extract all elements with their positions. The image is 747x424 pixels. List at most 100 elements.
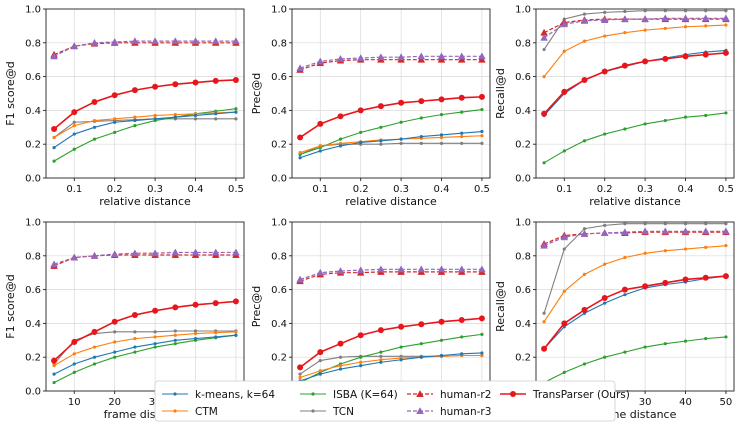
legend-swatch-marker <box>416 390 424 397</box>
data-point <box>193 329 198 333</box>
series-transparser <box>51 298 239 364</box>
series-line-human-r3 <box>53 40 236 57</box>
data-point <box>318 358 322 363</box>
data-point <box>702 51 709 58</box>
data-point <box>191 37 200 45</box>
data-point <box>113 330 117 334</box>
y-tick-label: 0.6 <box>515 72 531 83</box>
x-tick-label: 20 <box>108 397 121 408</box>
data-point <box>317 120 324 127</box>
data-point <box>379 142 383 146</box>
data-point <box>724 222 728 226</box>
data-point <box>681 14 690 22</box>
data-point <box>397 265 405 273</box>
y-tick-label: 0.8 <box>515 251 531 262</box>
y-tick-label: 1.0 <box>25 218 41 229</box>
data-point <box>172 304 179 311</box>
y-tick-label: 0.6 <box>271 72 287 83</box>
data-point <box>623 350 627 354</box>
data-point <box>580 229 589 237</box>
data-point <box>480 107 484 112</box>
series-ctm <box>542 244 728 324</box>
data-point <box>457 265 466 273</box>
data-point <box>171 248 180 256</box>
x-tick-label: 0.3 <box>393 184 409 195</box>
data-point <box>131 37 139 45</box>
data-point <box>722 49 729 56</box>
data-point <box>561 88 568 95</box>
data-point <box>581 76 588 83</box>
legend-entry-kmeans: k-means, k=64 <box>162 389 275 401</box>
data-point <box>480 141 484 145</box>
legend-frame <box>154 380 616 422</box>
data-point <box>399 141 403 145</box>
y-tick-label: 0.0 <box>515 174 531 185</box>
series-line-transparser <box>299 317 482 368</box>
data-point <box>621 15 629 23</box>
data-point <box>234 330 238 334</box>
data-point <box>193 113 198 118</box>
subplot-1: 0.0 0.2 0.4 0.6 0.8 1.0 0.1 0.2 0.3 0.4 0.5 relativ… <box>4 5 245 208</box>
data-point <box>298 375 302 380</box>
data-point <box>418 98 425 105</box>
data-point <box>480 353 484 358</box>
x-tick-label: 0.3 <box>147 184 163 195</box>
x-tick-label: 0.1 <box>66 184 82 195</box>
data-point <box>379 125 383 129</box>
data-point <box>113 340 117 344</box>
data-point <box>704 113 708 118</box>
y-axis-label: Prec@d <box>250 286 263 328</box>
data-point <box>152 307 159 314</box>
series-line-human-r3 <box>299 268 482 281</box>
data-point <box>542 320 546 324</box>
y-tick-label: 0.4 <box>25 106 41 117</box>
data-point <box>437 265 446 273</box>
data-point <box>214 117 218 121</box>
data-point <box>663 222 667 226</box>
series-line-kmeans <box>543 275 726 350</box>
data-point <box>234 117 238 121</box>
data-point <box>399 358 403 362</box>
series-transparser <box>297 315 485 371</box>
series-line-tcn <box>299 354 482 375</box>
x-tick-label: 40 <box>679 397 692 408</box>
data-point <box>722 14 730 22</box>
legend-swatch-marker <box>173 392 177 396</box>
y-axis-label: F1 score@d <box>4 61 17 125</box>
data-point <box>173 338 177 342</box>
data-point <box>133 124 137 128</box>
data-point <box>623 127 627 131</box>
data-point <box>643 251 647 255</box>
data-point <box>582 139 587 143</box>
data-point <box>439 338 444 342</box>
series-line-human-r3 <box>53 251 236 265</box>
series-line-isba <box>53 108 236 162</box>
y-tick-label: 0.4 <box>25 319 41 330</box>
data-point <box>91 328 98 335</box>
y-tick-label: 0.2 <box>25 353 41 364</box>
data-point <box>153 345 157 349</box>
series-tcn <box>542 222 728 315</box>
series-line-ctm <box>543 24 726 77</box>
data-point <box>601 295 608 302</box>
x-tick-label: 10 <box>68 397 81 408</box>
data-point <box>542 311 546 315</box>
data-point <box>457 55 466 63</box>
series-isba <box>542 335 728 385</box>
data-point <box>214 335 218 339</box>
data-point <box>662 55 669 62</box>
series-transparser <box>541 49 729 117</box>
series-human-r3 <box>540 14 730 41</box>
data-point <box>704 24 708 28</box>
data-point <box>683 25 688 29</box>
axes-frame <box>535 221 735 392</box>
y-tick-label: 1.0 <box>515 218 531 229</box>
data-point <box>214 112 218 116</box>
series-kmeans <box>298 351 484 383</box>
series-line-kmeans <box>299 352 482 382</box>
data-point <box>318 149 322 153</box>
data-point <box>338 137 343 141</box>
series-line-kmeans <box>53 111 236 149</box>
x-tick-label: 0.4 <box>188 184 204 195</box>
data-point <box>359 355 363 359</box>
